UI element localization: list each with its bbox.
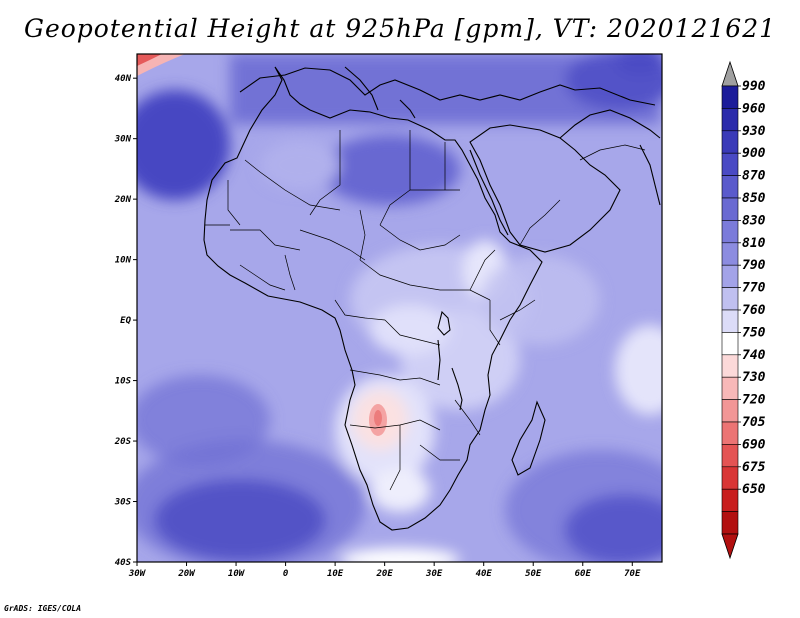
colorbar-swatch — [721, 511, 739, 535]
colorbar-swatch — [721, 421, 739, 445]
colorbar-label: 750 — [742, 325, 766, 340]
lon-label: 20E — [376, 569, 394, 579]
lat-label: 10S — [115, 377, 132, 387]
colorbar-label: 730 — [742, 370, 766, 385]
colorbar-label: 760 — [742, 303, 766, 318]
colorbar-swatch — [721, 376, 739, 400]
colorbar-swatch — [721, 108, 739, 132]
lat-label: 10N — [115, 256, 132, 266]
map-panel — [137, 54, 662, 562]
lon-label: 70E — [624, 569, 641, 579]
colorbar-label: 960 — [742, 101, 766, 116]
lat-label: EQ — [120, 316, 131, 326]
colorbar-swatch — [721, 399, 739, 423]
colorbar-label: 675 — [742, 460, 766, 475]
colorbar-swatch — [721, 332, 739, 356]
lon-label: 0 — [283, 569, 289, 579]
height-field — [137, 54, 662, 562]
colorbar-label: 770 — [742, 281, 766, 296]
lon-label: 30W — [128, 569, 147, 579]
lat-label: 30N — [114, 135, 132, 145]
colorbar-swatch — [721, 264, 739, 288]
colorbar-label: 830 — [742, 213, 766, 228]
colorbar-swatch — [721, 309, 739, 333]
colorbar-label: 740 — [742, 348, 766, 363]
colorbar-label: 705 — [742, 415, 766, 430]
colorbar-label: 870 — [742, 169, 766, 184]
lat-label: 30S — [114, 498, 132, 508]
lat-label: 40S — [115, 558, 132, 568]
map-title: Geopotential Height at 925hPa [gpm], VT:… — [23, 14, 777, 43]
lon-label: 20W — [177, 569, 196, 579]
lat-label: 20N — [114, 195, 132, 205]
lon-label: 30E — [425, 569, 443, 579]
colorbar-swatch — [721, 152, 739, 176]
colorbar-swatch — [721, 175, 739, 199]
thermal-low-center — [374, 410, 382, 426]
colorbar-swatch — [721, 85, 739, 109]
colorbar-swatch — [721, 354, 739, 378]
colorbar-label: 930 — [742, 124, 766, 139]
colorbar: 990 960 930 900 870 850 830 810 790 770 760 750 740 7… — [721, 60, 766, 560]
colorbar-top-arrow — [721, 60, 739, 87]
colorbar-label: 720 — [742, 393, 766, 408]
coastlines — [203, 66, 661, 531]
lon-label: 10W — [228, 569, 246, 579]
lon-label: 10E — [327, 569, 344, 579]
colorbar-label: 850 — [742, 191, 766, 206]
colorbar-label: 990 — [742, 79, 766, 94]
colorbar-label: 650 — [742, 482, 766, 497]
corner-core — [137, 54, 162, 66]
colorbar-label: 790 — [742, 258, 766, 273]
colorbar-swatch — [721, 130, 739, 154]
colorbar-swatch — [721, 242, 739, 266]
latitude-axis: 40N 30N 20N 10N EQ 10S 20S 30S 40S — [114, 74, 137, 568]
longitude-axis: 30W 20W 10W 0 10E 20E 30E 40E 50E 60E 70E — [128, 562, 641, 579]
colorbar-swatch — [721, 197, 739, 221]
colorbar-bottom-arrow — [721, 533, 739, 560]
colorbar-swatch — [721, 488, 739, 512]
colorbar-label: 810 — [742, 236, 766, 251]
colorbar-label: 690 — [742, 437, 766, 452]
colorbar-label: 900 — [742, 146, 766, 161]
colorbar-swatch — [721, 220, 739, 244]
colorbar-swatch — [721, 287, 739, 311]
colorbar-swatch — [721, 444, 739, 468]
lat-label: 20S — [114, 437, 132, 447]
lon-label: 50E — [525, 569, 542, 579]
lon-label: 40E — [476, 569, 493, 579]
grads-credit: GrADS: IGES/COLA — [4, 604, 82, 613]
map-frame — [136, 53, 663, 563]
country-borders — [205, 130, 646, 491]
lon-label: 60E — [575, 569, 592, 579]
colorbar-swatch — [721, 466, 739, 490]
lat-label: 40N — [115, 74, 132, 84]
